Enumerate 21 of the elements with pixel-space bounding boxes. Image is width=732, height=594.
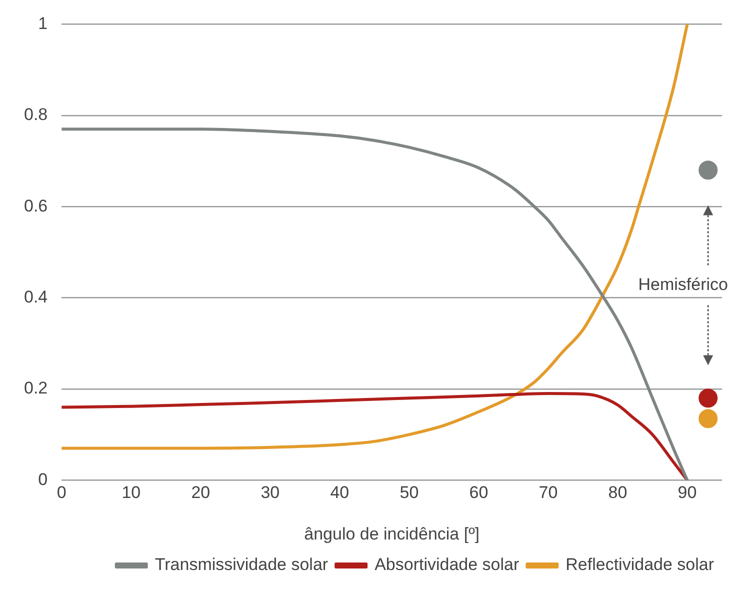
y-tick-label: 0.2: [24, 378, 48, 398]
x-tick-label: 40: [330, 483, 350, 502]
y-tick-label: 0.4: [24, 287, 48, 306]
x-axis-title: ângulo de incidência [º]: [304, 524, 480, 544]
legend-label: Absortividade solar: [374, 555, 520, 574]
x-tick-label: 70: [538, 483, 558, 502]
x-tick-label: 90: [678, 483, 697, 502]
y-tick-label: 0: [38, 470, 48, 489]
legend-label: Reflectividade solar: [566, 555, 714, 574]
legend-label: Transmissividade solar: [154, 555, 328, 574]
x-tick-label: 50: [400, 483, 419, 502]
x-tick-label: 60: [469, 483, 488, 502]
x-tick-label: 80: [608, 483, 628, 502]
y-tick-label: 0.8: [24, 105, 48, 124]
y-tick-label: 1: [38, 14, 48, 33]
x-tick-label: 10: [122, 483, 141, 502]
y-tick-label: 0.6: [24, 196, 48, 216]
x-tick-label: 20: [191, 483, 210, 502]
annotation: Hemisférico: [638, 274, 728, 294]
x-tick-label: 30: [260, 483, 280, 502]
x-tick-label: 0: [56, 483, 66, 502]
